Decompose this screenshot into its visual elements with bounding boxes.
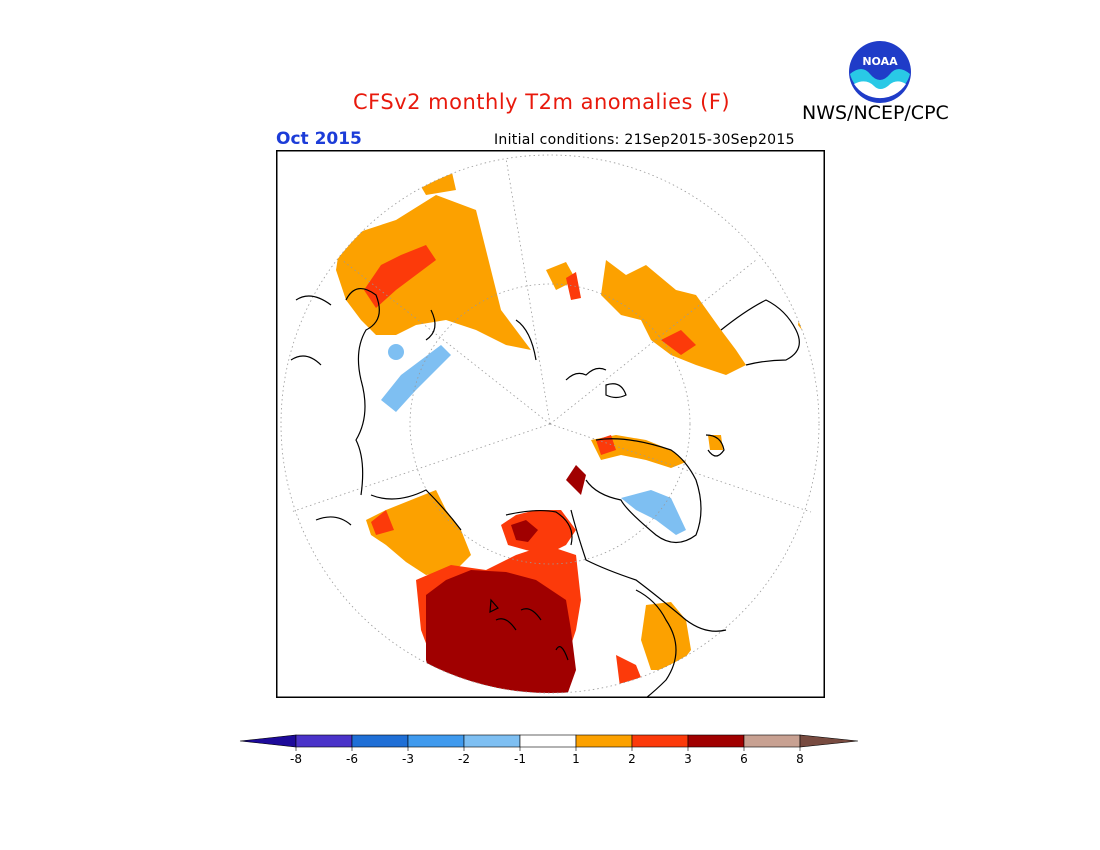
siberia-red-core <box>364 245 436 308</box>
siberia-anomaly <box>336 195 531 350</box>
colorbar-label: 6 <box>740 752 748 766</box>
western-north-america-anomaly <box>426 570 576 693</box>
greenland-cool-anomaly <box>621 490 686 535</box>
initial-conditions-label: Initial conditions: 21Sep2015-30Sep2015 <box>494 132 795 148</box>
colorbar-label: 3 <box>684 752 692 766</box>
month-label: Oct 2015 <box>276 129 362 149</box>
anomaly-map <box>276 150 825 698</box>
colorbar-bin <box>519 734 577 748</box>
colorbar-bin <box>351 734 409 748</box>
noaa-logo: NOAA <box>849 41 911 103</box>
page-title: CFSv2 monthly T2m anomalies (F) <box>353 90 731 114</box>
colorbar-arrow-low <box>239 734 297 748</box>
noaa-logo-text: NOAA <box>862 55 898 68</box>
colorbar-label: -1 <box>514 752 526 766</box>
colorbar-arrow-high <box>799 734 859 748</box>
colorbar-bin <box>631 734 689 748</box>
colorbar-bin <box>463 734 521 748</box>
colorbar-label: 1 <box>572 752 580 766</box>
colorbar-label: -8 <box>290 752 302 766</box>
colorbar-label: -6 <box>346 752 358 766</box>
colorbar-bin <box>687 734 745 748</box>
colorbar-label: 8 <box>796 752 804 766</box>
europe-anomaly <box>601 260 746 375</box>
colorbar-bin <box>743 734 801 748</box>
colorbar-label: -2 <box>458 752 470 766</box>
colorbar <box>239 734 859 751</box>
alaska-anomaly <box>366 490 471 575</box>
colorbar-bin <box>407 734 465 748</box>
agency-label: NWS/NCEP/CPC <box>802 102 949 124</box>
central-asia-cool-anomaly <box>381 345 451 412</box>
colorbar-label: -3 <box>402 752 414 766</box>
colorbar-label: 2 <box>628 752 636 766</box>
colorbar-bin <box>575 734 633 748</box>
colorbar-bin <box>295 734 353 748</box>
